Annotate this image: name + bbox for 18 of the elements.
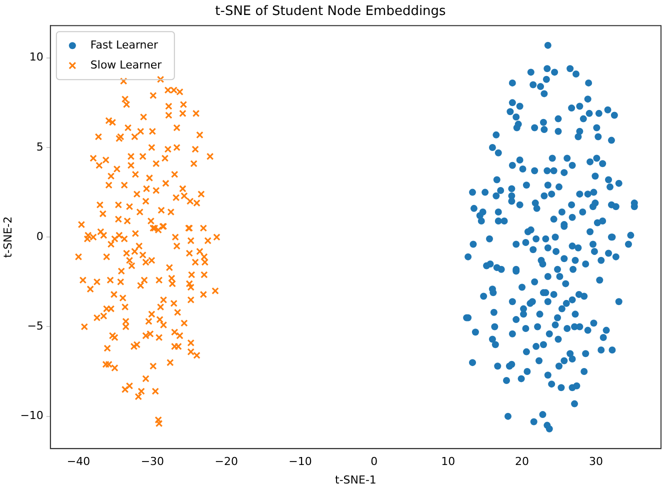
x-tick-label: 10	[441, 455, 456, 468]
x-tick-label: −20	[214, 455, 238, 468]
y-tick-label: 5	[36, 140, 44, 154]
chart-title: t-SNE of Student Node Embeddings	[215, 4, 446, 20]
x-tick-label: −10	[288, 455, 312, 468]
y-tick-label: −5	[27, 320, 44, 333]
x-tick-label: 0	[370, 455, 378, 468]
x-axis-title: t-SNE-1	[334, 473, 376, 486]
x-tick-label: 20	[515, 455, 530, 468]
legend-label: Fast Learner	[90, 38, 159, 52]
x-tick-label: −40	[66, 455, 90, 468]
y-tick-label: 0	[36, 230, 44, 243]
x-tick-label: 30	[588, 455, 603, 468]
y-axis-title: t-SNE-2	[1, 216, 14, 258]
legend-label: Slow Learner	[90, 58, 162, 72]
y-tick-label: 10	[29, 50, 44, 64]
y-tick-label: −10	[20, 409, 44, 422]
x-tick-label: −30	[140, 455, 164, 468]
